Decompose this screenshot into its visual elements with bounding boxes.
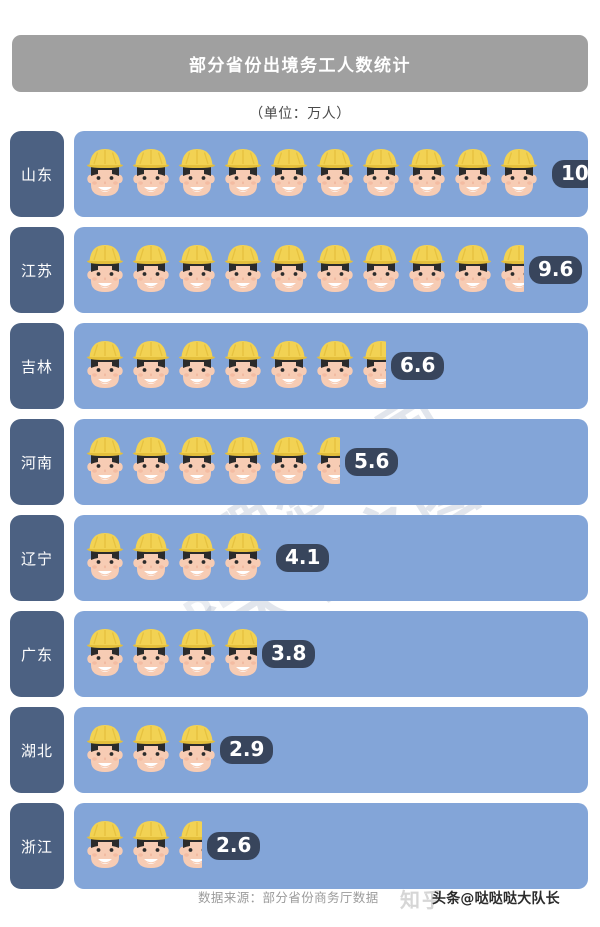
table-row: 江苏 9.6 bbox=[0, 227, 600, 313]
pictogram-bar: 2.6 bbox=[74, 803, 588, 889]
value-badge: 3.8 bbox=[262, 640, 316, 668]
data-source-note: 数据来源：部分省份商务厅数据 bbox=[198, 890, 379, 905]
pictogram-bar: 5.6 bbox=[74, 419, 588, 505]
worker-icon bbox=[128, 241, 174, 299]
value-badge: 4.1 bbox=[276, 544, 330, 572]
worker-icon bbox=[82, 721, 128, 779]
pictogram-bar: 2.9 bbox=[74, 707, 588, 793]
worker-icon-strip bbox=[82, 803, 202, 889]
author-credit: 头条@哒哒哒大队长 bbox=[432, 891, 560, 907]
value-badge: 5.6 bbox=[345, 448, 399, 476]
worker-icon bbox=[128, 817, 174, 875]
province-label[interactable]: 辽宁 bbox=[10, 515, 64, 601]
province-label[interactable]: 浙江 bbox=[10, 803, 64, 889]
title-bar: 部分省份出境务工人数统计 bbox=[12, 35, 588, 92]
worker-icon bbox=[312, 337, 358, 395]
worker-icon bbox=[128, 721, 174, 779]
worker-icon bbox=[404, 241, 450, 299]
table-row: 河南 5.6 bbox=[0, 419, 600, 505]
worker-icon bbox=[174, 337, 220, 395]
worker-icon bbox=[174, 145, 220, 203]
worker-icon bbox=[82, 337, 128, 395]
worker-icon bbox=[312, 145, 358, 203]
worker-icon bbox=[266, 145, 312, 203]
worker-icon bbox=[82, 145, 128, 203]
worker-icon-partial bbox=[358, 337, 386, 395]
province-label[interactable]: 湖北 bbox=[10, 707, 64, 793]
province-label[interactable]: 河南 bbox=[10, 419, 64, 505]
worker-icon bbox=[496, 145, 542, 203]
pictogram-rows: 山东 10.1 江苏 9.6 吉林 6.6 河南 5.6 辽宁 4.1 广东 3.8 湖北 2.9 浙江 2.… bbox=[0, 131, 600, 899]
worker-icon bbox=[82, 241, 128, 299]
worker-icon bbox=[82, 817, 128, 875]
value-badge: 10.1 bbox=[552, 160, 588, 188]
footer: 知乎 数据来源：部分省份商务厅数据 头条@哒哒哒大队长 bbox=[0, 884, 600, 924]
value-badge: 2.9 bbox=[220, 736, 274, 764]
worker-icon bbox=[128, 625, 174, 683]
worker-icon bbox=[220, 337, 266, 395]
worker-icon bbox=[174, 625, 220, 683]
pictogram-bar: 9.6 bbox=[74, 227, 588, 313]
value-badge: 9.6 bbox=[529, 256, 583, 284]
province-label[interactable]: 吉林 bbox=[10, 323, 64, 409]
worker-icon bbox=[266, 241, 312, 299]
worker-icon bbox=[174, 529, 220, 587]
table-row: 浙江 2.6 bbox=[0, 803, 600, 889]
table-row: 吉林 6.6 bbox=[0, 323, 600, 409]
worker-icon bbox=[266, 337, 312, 395]
worker-icon bbox=[82, 625, 128, 683]
table-row: 湖北 2.9 bbox=[0, 707, 600, 793]
chart-subtitle-unit: （单位：万人） bbox=[249, 106, 351, 122]
pictogram-bar: 6.6 bbox=[74, 323, 588, 409]
watermark-zhihu: 知乎 bbox=[400, 888, 444, 912]
worker-icon-partial bbox=[174, 817, 202, 875]
worker-icon bbox=[174, 433, 220, 491]
worker-icon-strip bbox=[82, 611, 257, 697]
province-label[interactable]: 山东 bbox=[10, 131, 64, 217]
worker-icon-strip bbox=[82, 419, 340, 505]
province-label[interactable]: 广东 bbox=[10, 611, 64, 697]
pictogram-bar: 10.1 bbox=[74, 131, 588, 217]
worker-icon-partial bbox=[496, 241, 524, 299]
page-title: 部分省份出境务工人数统计 bbox=[189, 56, 411, 76]
worker-icon bbox=[450, 145, 496, 203]
value-badge: 2.6 bbox=[207, 832, 261, 860]
worker-icon-strip bbox=[82, 515, 271, 601]
pictogram-bar: 3.8 bbox=[74, 611, 588, 697]
worker-icon-partial bbox=[312, 433, 340, 491]
worker-icon-partial bbox=[174, 721, 215, 779]
worker-icon bbox=[128, 433, 174, 491]
worker-icon-strip bbox=[82, 707, 215, 793]
worker-icon-strip bbox=[82, 227, 524, 313]
value-badge: 6.6 bbox=[391, 352, 445, 380]
worker-icon-partial bbox=[266, 529, 271, 587]
worker-icon bbox=[128, 145, 174, 203]
worker-icon bbox=[358, 145, 404, 203]
worker-icon bbox=[174, 241, 220, 299]
worker-icon bbox=[220, 433, 266, 491]
worker-icon bbox=[128, 337, 174, 395]
worker-icon bbox=[358, 241, 404, 299]
worker-icon bbox=[220, 529, 266, 587]
worker-icon-strip bbox=[82, 131, 547, 217]
worker-icon-strip bbox=[82, 323, 386, 409]
worker-icon-partial bbox=[542, 145, 547, 203]
table-row: 广东 3.8 bbox=[0, 611, 600, 697]
pictogram-bar: 4.1 bbox=[74, 515, 588, 601]
table-row: 辽宁 4.1 bbox=[0, 515, 600, 601]
worker-icon bbox=[128, 529, 174, 587]
worker-icon bbox=[404, 145, 450, 203]
worker-icon bbox=[82, 529, 128, 587]
worker-icon bbox=[450, 241, 496, 299]
worker-icon-partial bbox=[220, 625, 257, 683]
table-row: 山东 10.1 bbox=[0, 131, 600, 217]
worker-icon bbox=[312, 241, 358, 299]
worker-icon bbox=[266, 433, 312, 491]
province-label[interactable]: 江苏 bbox=[10, 227, 64, 313]
worker-icon bbox=[220, 241, 266, 299]
worker-icon bbox=[82, 433, 128, 491]
worker-icon bbox=[220, 145, 266, 203]
